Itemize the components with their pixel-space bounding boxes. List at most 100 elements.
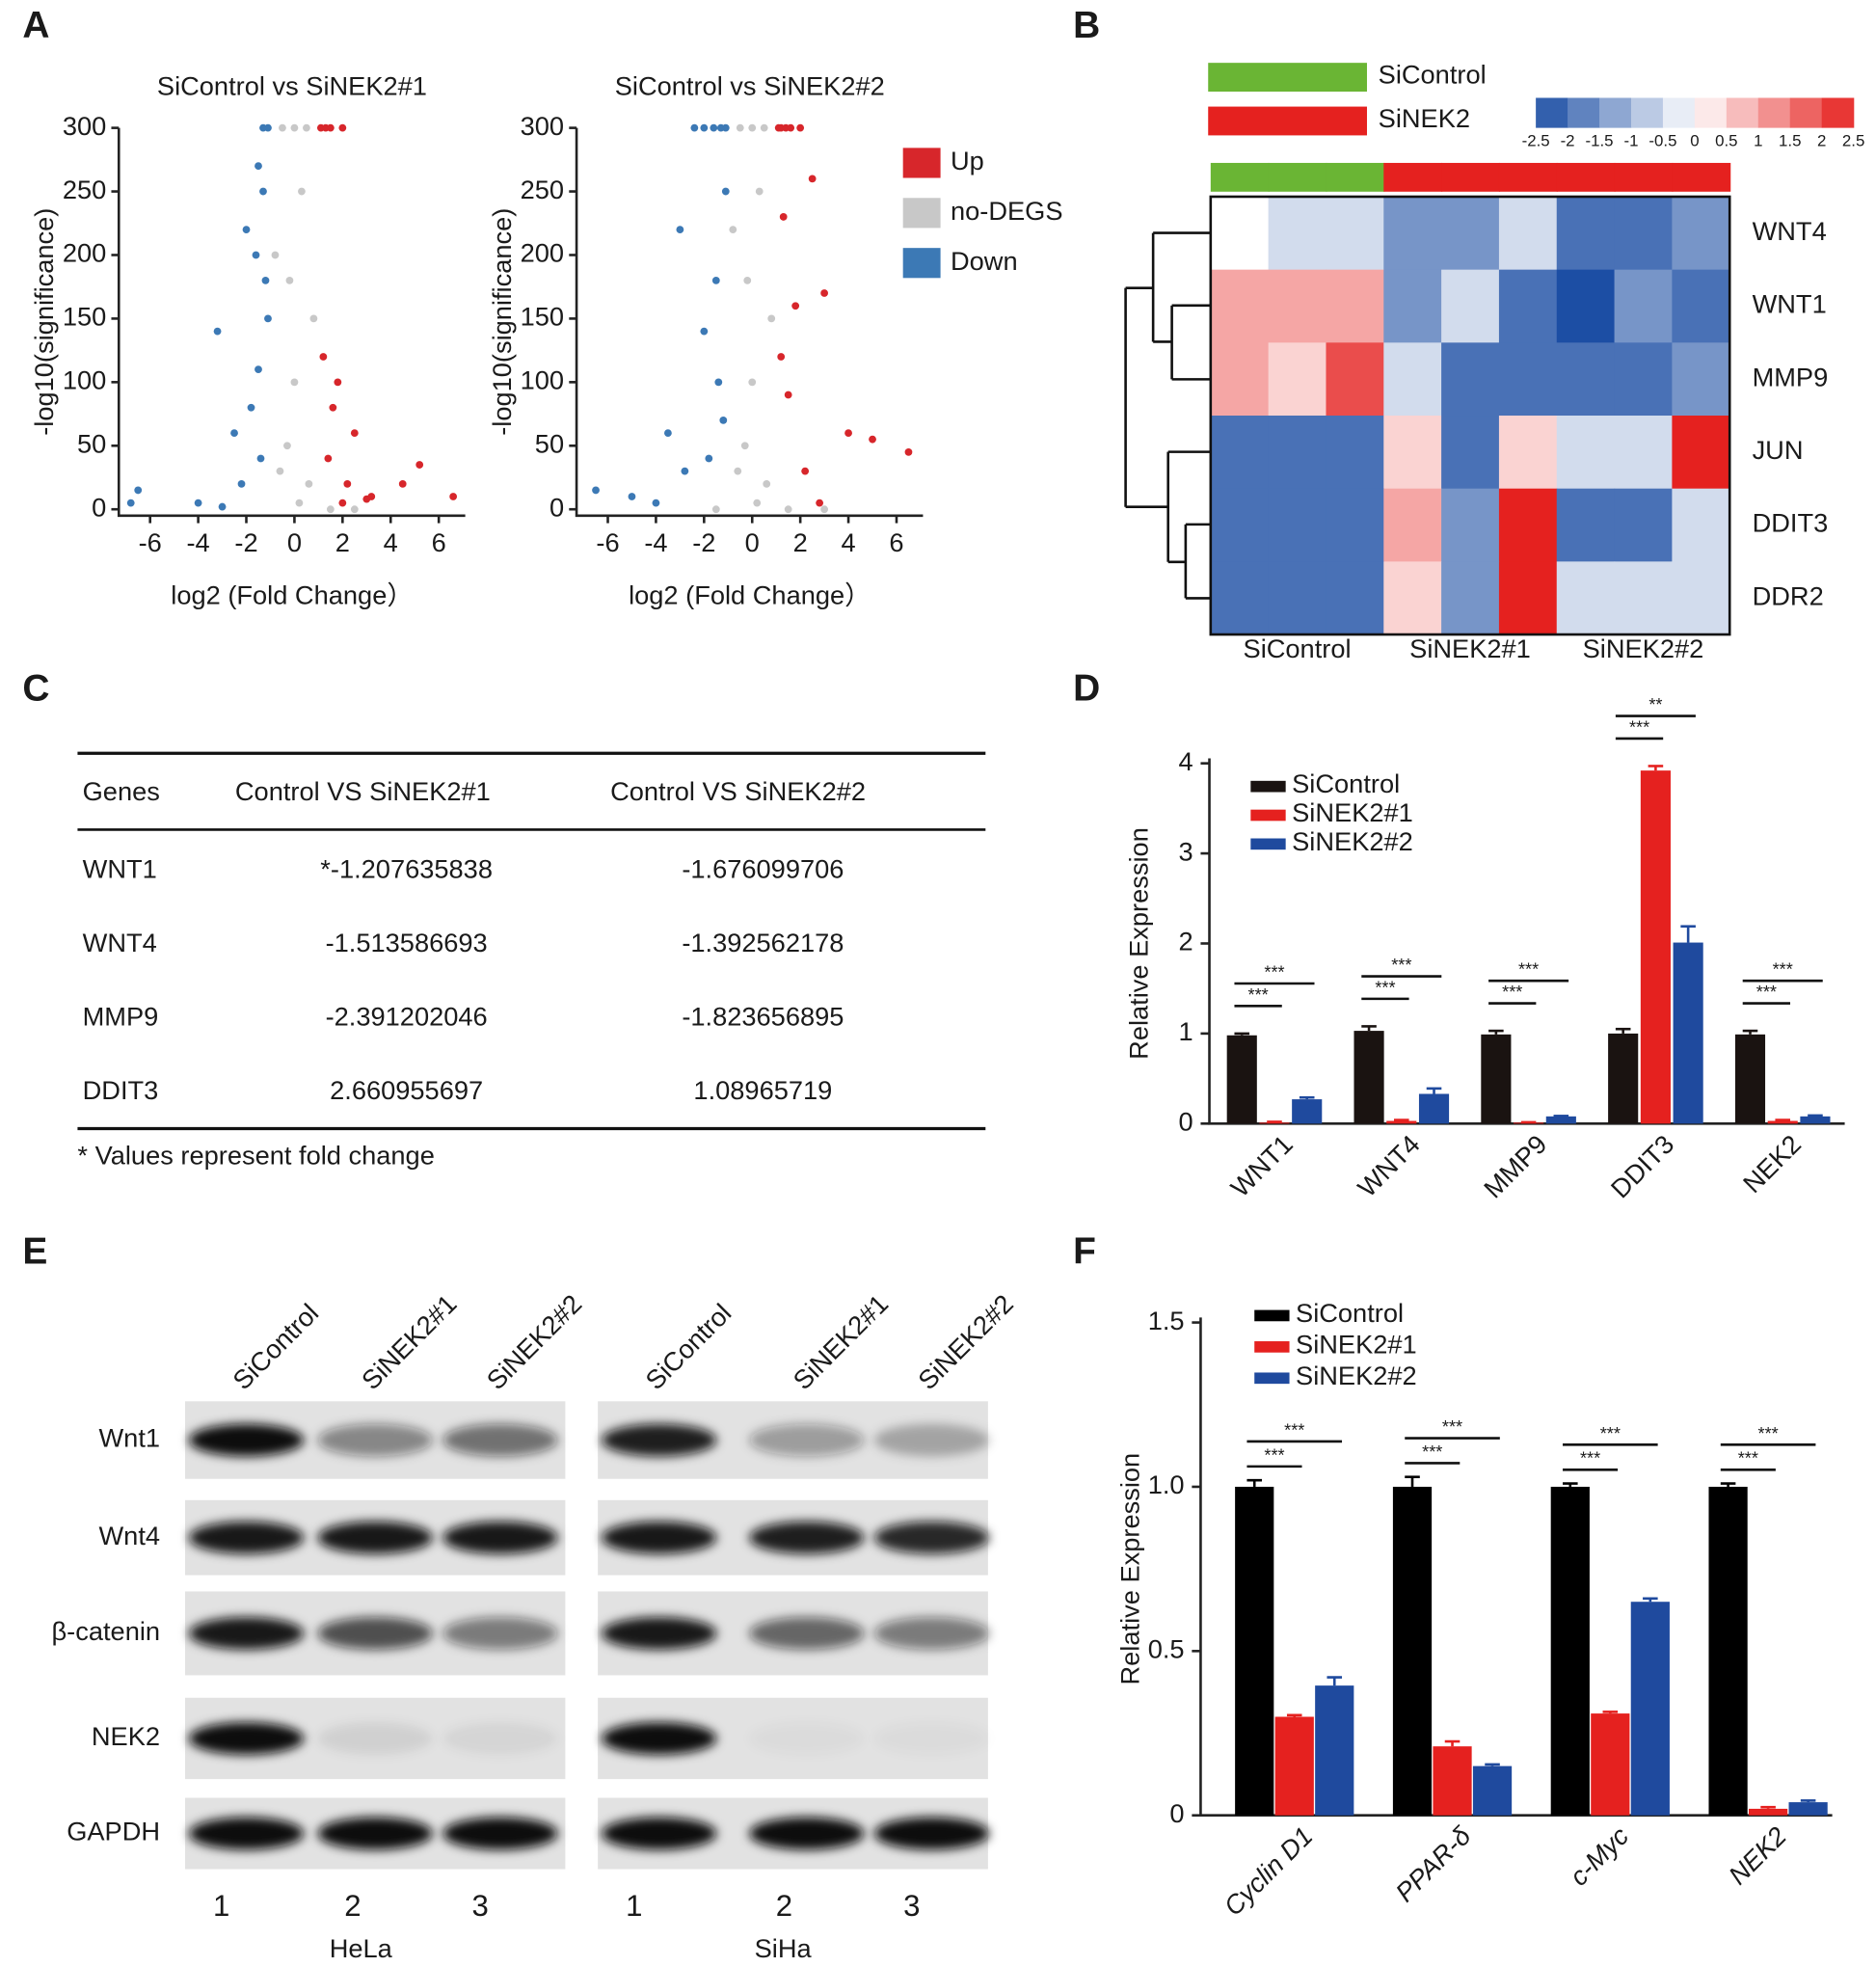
colorbar-tick-label: 2 xyxy=(1817,131,1826,149)
bar xyxy=(1353,1031,1384,1124)
point xyxy=(816,498,824,507)
significance-label: *** xyxy=(1442,1417,1462,1437)
point xyxy=(338,498,347,507)
blot-band xyxy=(442,1423,558,1457)
group-bar xyxy=(1268,162,1327,192)
point xyxy=(664,429,672,437)
lane-label: SiControl xyxy=(639,1298,737,1395)
point xyxy=(711,276,720,284)
blot-band xyxy=(188,1521,305,1554)
legend-swatch xyxy=(1254,1341,1290,1353)
point xyxy=(869,435,876,444)
point xyxy=(218,502,227,511)
blot-band xyxy=(317,1722,433,1755)
significance-label: *** xyxy=(1264,1445,1284,1465)
heatmap-cell xyxy=(1614,196,1674,271)
heatmap-cell xyxy=(1498,196,1558,271)
table-rules xyxy=(77,751,986,1131)
group-bar xyxy=(1556,162,1616,192)
lane-number: 2 xyxy=(776,1889,792,1923)
x-tick-label: -6 xyxy=(139,527,162,557)
colorbar-tick-label: -0.5 xyxy=(1648,131,1676,149)
y-tick-label: 1.5 xyxy=(1148,1306,1185,1335)
heatmap-cell xyxy=(1498,561,1558,635)
blot-band xyxy=(317,1817,433,1850)
row-label: DDIT3 xyxy=(1753,508,1829,538)
heatmap-cell xyxy=(1210,196,1270,271)
legend-label: Up xyxy=(951,146,984,175)
colorbar-tick-label: 0 xyxy=(1690,131,1699,149)
x-tick-label: -4 xyxy=(644,527,667,557)
blot-band xyxy=(749,1617,865,1650)
point xyxy=(362,495,371,503)
legend-swatch xyxy=(1250,838,1286,850)
heatmap-cell xyxy=(1383,488,1442,563)
y-tick-label: 0 xyxy=(549,492,564,522)
point xyxy=(820,289,829,297)
point xyxy=(763,479,771,488)
colorbar-block xyxy=(1789,97,1823,128)
heatmap-cell xyxy=(1556,488,1616,563)
table-cell: -1.823656895 xyxy=(682,1002,844,1032)
point xyxy=(779,213,788,221)
point xyxy=(716,123,725,132)
y-tick-label: 150 xyxy=(63,302,106,332)
significance-label: *** xyxy=(1284,1420,1304,1440)
y-tick-label: 50 xyxy=(77,428,106,458)
legend-label: no-DEGS xyxy=(951,196,1063,226)
row-label: JUN xyxy=(1753,435,1804,465)
point xyxy=(740,442,749,450)
point xyxy=(334,378,342,387)
heatmap-cell xyxy=(1383,269,1442,343)
point xyxy=(309,314,318,323)
y-axis-label: -log10(significance) xyxy=(29,208,59,436)
table-footnote: * Values represent fold change xyxy=(77,1141,434,1171)
heatmap-cell xyxy=(1672,561,1730,635)
point xyxy=(820,505,829,514)
x-tick-label: DDIT3 xyxy=(1605,1129,1680,1204)
blot-band xyxy=(602,1521,717,1554)
significance-label: *** xyxy=(1758,1424,1779,1443)
y-tick-label: 1.0 xyxy=(1148,1469,1185,1499)
point xyxy=(305,479,313,488)
point xyxy=(298,187,306,196)
bar xyxy=(1630,1602,1670,1816)
heatmap-cell xyxy=(1614,416,1674,490)
x-tick-label: MMP9 xyxy=(1478,1129,1553,1204)
heatmap-cell xyxy=(1383,561,1442,635)
x-tick-label: 2 xyxy=(335,527,350,557)
blot-band xyxy=(602,1423,717,1457)
blot-band xyxy=(873,1817,990,1850)
legend-label: SiNEK2 xyxy=(1379,103,1470,133)
y-tick-label: 250 xyxy=(63,175,106,204)
heatmap-cell xyxy=(1268,416,1327,490)
legend-swatch xyxy=(902,148,941,178)
group-bar xyxy=(1383,162,1443,192)
point xyxy=(652,498,660,507)
heatmap-cell xyxy=(1268,561,1327,635)
lane-number: 1 xyxy=(626,1889,642,1923)
heatmap-cell xyxy=(1383,196,1442,271)
y-tick-label: 300 xyxy=(521,111,564,141)
lane-label: SiNEK2#2 xyxy=(912,1288,1019,1395)
point xyxy=(279,123,286,132)
heatmap-cell xyxy=(1326,488,1384,563)
significance-label: *** xyxy=(1391,956,1411,975)
heatmap-cell xyxy=(1614,342,1674,417)
table-cell: -1.676099706 xyxy=(682,853,844,883)
heatmap-cell xyxy=(1556,342,1616,417)
blot-band xyxy=(188,1722,305,1755)
colorbar-block xyxy=(1568,97,1600,128)
bar xyxy=(1292,1099,1323,1124)
point xyxy=(255,162,262,171)
chart-title: SiControl vs SiNEK2#1 xyxy=(157,70,427,100)
bar xyxy=(1481,1034,1512,1124)
point xyxy=(714,378,723,387)
blot-band xyxy=(749,1817,865,1850)
point xyxy=(801,467,810,475)
heatmap-cell xyxy=(1210,342,1270,417)
blot-band xyxy=(442,1722,558,1755)
heatmap-cell xyxy=(1383,416,1442,490)
legend-label: SiControl xyxy=(1292,768,1400,798)
blot-band xyxy=(749,1722,864,1755)
